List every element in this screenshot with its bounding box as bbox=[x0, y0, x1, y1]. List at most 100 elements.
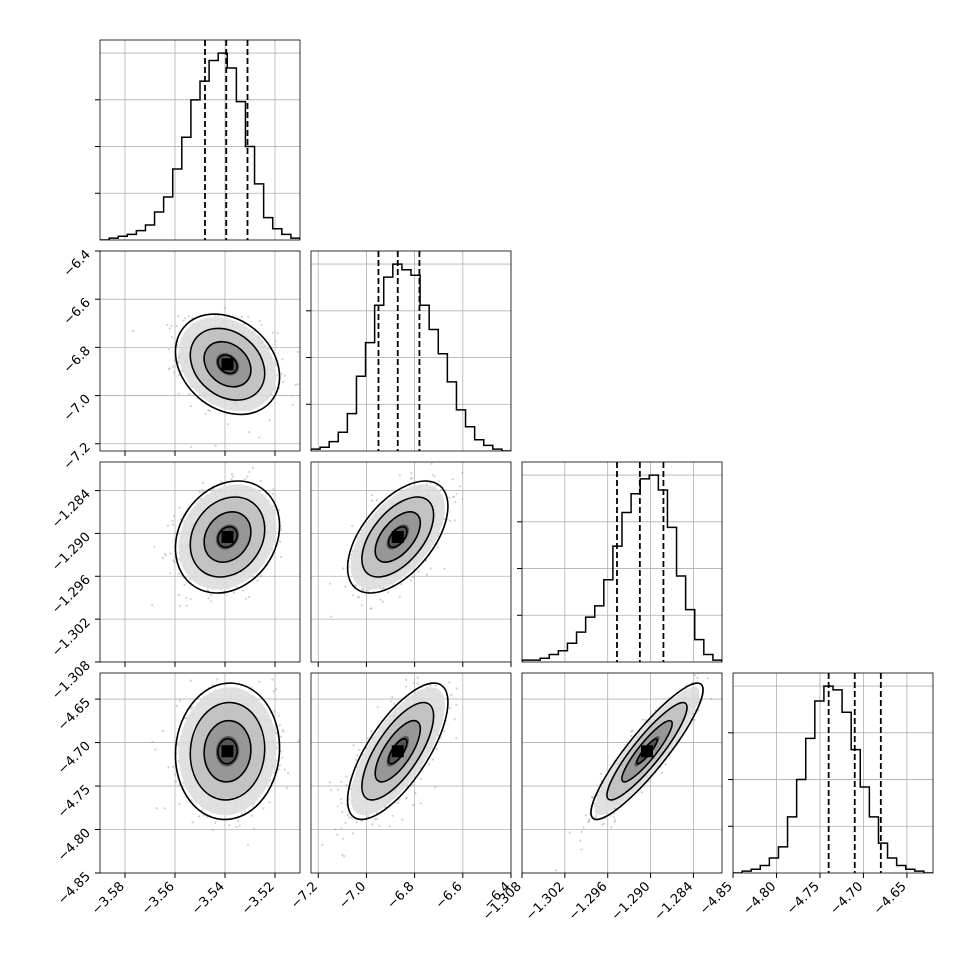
scatter-point bbox=[398, 595, 401, 598]
scatter-point bbox=[370, 499, 373, 502]
scatter-point bbox=[341, 837, 345, 840]
scatter-point bbox=[172, 559, 175, 562]
scatter-point bbox=[416, 682, 419, 685]
density-panel-1-0: −7.2 −7.0 −6.8 −6.6 −6.4 bbox=[61, 247, 301, 473]
scatter-point bbox=[710, 697, 713, 700]
scatter-point bbox=[279, 555, 283, 558]
scatter-point bbox=[251, 466, 254, 469]
x-tick-label: −7.0 bbox=[336, 879, 369, 912]
scatter-point bbox=[580, 830, 583, 833]
scatter-point bbox=[283, 374, 286, 377]
scatter-point bbox=[630, 730, 633, 733]
scatter-point bbox=[448, 496, 451, 499]
scatter-point bbox=[178, 604, 181, 608]
scatter-point bbox=[167, 766, 170, 769]
scatter-point bbox=[177, 572, 180, 575]
scatter-point bbox=[370, 607, 373, 610]
scatter-point bbox=[602, 822, 606, 825]
scatter-point bbox=[174, 780, 177, 783]
scatter-point bbox=[219, 480, 223, 483]
scatter-point bbox=[409, 477, 412, 480]
scatter-point bbox=[189, 707, 192, 710]
scatter-point bbox=[448, 681, 451, 684]
scatter-point bbox=[170, 324, 173, 328]
scatter-point bbox=[296, 350, 299, 354]
scatter-point bbox=[435, 484, 438, 487]
scatter-point bbox=[174, 532, 177, 535]
scatter-point bbox=[613, 812, 616, 815]
scatter-point bbox=[382, 587, 385, 590]
scatter-point bbox=[279, 735, 282, 738]
scatter-point bbox=[185, 604, 188, 608]
panel-frame bbox=[99, 672, 301, 874]
scatter-point bbox=[230, 473, 234, 476]
scatter-point bbox=[190, 445, 193, 449]
contour-line bbox=[189, 701, 266, 801]
panel-frame bbox=[99, 250, 301, 452]
panel-frame bbox=[310, 250, 512, 452]
scatter-point bbox=[405, 685, 408, 688]
x-tick-label: −3.56 bbox=[139, 879, 178, 918]
scatter-point bbox=[340, 827, 343, 830]
density-panel-3-1: −7.2 −7.0 −6.8 −6.6 −6.4 bbox=[288, 672, 514, 912]
scatter-point bbox=[375, 817, 379, 820]
scatter-point bbox=[389, 700, 393, 703]
contour-line bbox=[346, 480, 449, 594]
scatter-point bbox=[440, 488, 443, 492]
scatter-point bbox=[410, 472, 413, 475]
panel-frame bbox=[310, 672, 512, 874]
scatter-point bbox=[173, 371, 176, 374]
scatter-point bbox=[211, 828, 214, 832]
contour-line bbox=[361, 496, 435, 578]
scatter-point bbox=[282, 730, 285, 733]
scatter-point bbox=[354, 758, 357, 762]
scatter-point bbox=[171, 365, 174, 368]
scatter-point bbox=[207, 597, 210, 600]
scatter-point bbox=[248, 595, 251, 599]
scatter-point bbox=[191, 821, 194, 824]
scatter-point bbox=[275, 732, 278, 735]
scatter-point bbox=[431, 758, 434, 761]
scatter-point bbox=[188, 393, 191, 396]
scatter-point bbox=[231, 475, 234, 478]
scatter-point bbox=[696, 677, 699, 680]
x-tick-label: −6.6 bbox=[433, 879, 466, 912]
scatter-point bbox=[342, 567, 345, 570]
scatter-point bbox=[287, 772, 290, 775]
scatter-point bbox=[371, 493, 374, 497]
scatter-point bbox=[391, 696, 394, 699]
scatter-point bbox=[366, 589, 370, 592]
scatter-point bbox=[329, 582, 332, 585]
scatter-point bbox=[177, 594, 180, 597]
scatter-point bbox=[357, 748, 361, 752]
scatter-point bbox=[362, 589, 365, 592]
scatter-point bbox=[258, 680, 261, 683]
x-tick-label: −4.80 bbox=[741, 879, 780, 918]
scatter-point bbox=[177, 315, 180, 318]
scatter-point bbox=[341, 853, 344, 856]
scatter-point bbox=[405, 678, 408, 682]
y-tick-label: −6.4 bbox=[61, 247, 94, 280]
scatter-point bbox=[568, 831, 571, 834]
scatter-point bbox=[171, 336, 174, 339]
scatter-point bbox=[258, 320, 261, 323]
contour-line bbox=[203, 511, 252, 563]
x-tick-label: −1.290 bbox=[609, 879, 654, 924]
x-tick-label: −4.85 bbox=[697, 879, 736, 918]
panel-frame bbox=[99, 39, 301, 241]
scatter-point bbox=[190, 799, 193, 802]
scatter-point bbox=[371, 823, 374, 826]
scatter-point bbox=[155, 807, 158, 810]
scatter-point bbox=[201, 489, 204, 492]
scatter-point bbox=[401, 818, 404, 821]
scatter-point bbox=[212, 487, 215, 491]
y-tick-label: −4.70 bbox=[55, 739, 94, 778]
contour-line bbox=[203, 719, 252, 783]
scatter-point bbox=[208, 409, 211, 412]
scatter-point bbox=[232, 591, 236, 594]
scatter-point bbox=[631, 729, 634, 733]
scatter-point bbox=[178, 506, 181, 509]
scatter-point bbox=[235, 586, 238, 589]
scatter-point bbox=[321, 843, 324, 846]
contour-line bbox=[217, 525, 238, 549]
